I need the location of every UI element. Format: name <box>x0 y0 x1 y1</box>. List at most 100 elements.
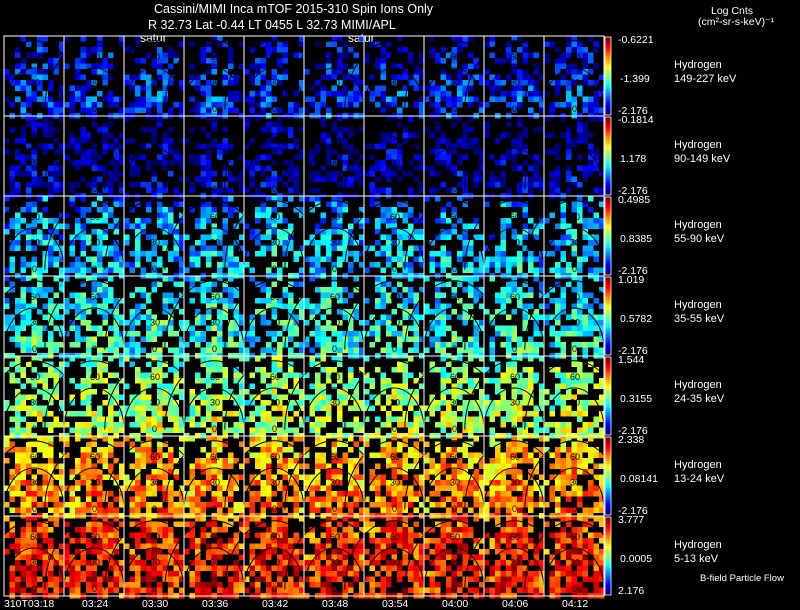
heatmap-cell <box>239 416 245 422</box>
heatmap-cell <box>593 218 599 224</box>
heatmap-cell <box>560 251 566 257</box>
heatmap-cell <box>315 223 321 229</box>
heatmap-cell <box>228 107 234 113</box>
heatmap-cell <box>380 276 386 282</box>
heatmap-cell <box>31 452 37 458</box>
heatmap-cell <box>522 314 528 320</box>
heatmap-cell <box>108 309 114 315</box>
heatmap-cell <box>495 309 501 315</box>
heatmap-cell <box>119 160 125 166</box>
colorbar-step <box>605 261 611 264</box>
heatmap-cell <box>15 298 21 304</box>
heatmap-cell <box>108 245 114 251</box>
heatmap-cell <box>189 422 195 428</box>
heatmap-cell <box>37 389 43 395</box>
heatmap-cell <box>162 91 168 97</box>
heatmap-cell <box>353 378 359 384</box>
heatmap-cell <box>179 234 185 240</box>
heatmap-cell <box>189 154 195 160</box>
heatmap-cell <box>179 262 185 268</box>
heatmap-cell <box>500 80 506 86</box>
colorbar-step <box>605 407 611 410</box>
heatmap-cell <box>348 240 354 246</box>
heatmap-cell <box>249 267 255 273</box>
colorbar-step <box>605 396 611 399</box>
heatmap-cell <box>80 281 86 287</box>
heatmap-cell <box>228 160 234 166</box>
colorbar-step <box>605 374 611 377</box>
colorbar-step <box>605 185 611 188</box>
heatmap-cell <box>266 234 272 240</box>
heatmap-cell <box>566 143 572 149</box>
heatmap-cell <box>419 96 425 102</box>
heatmap-cell <box>364 416 370 422</box>
heatmap-cell <box>97 361 103 367</box>
heatmap-cell <box>31 201 37 207</box>
heatmap-cell <box>337 218 343 224</box>
heatmap-cell <box>59 287 65 293</box>
heatmap-cell <box>566 389 572 395</box>
heatmap-cell <box>282 41 288 47</box>
heatmap-cell <box>288 127 294 133</box>
heatmap-cell <box>320 298 326 304</box>
heatmap-cell <box>348 262 354 268</box>
heatmap-cell <box>315 149 321 155</box>
heatmap-cell <box>577 378 583 384</box>
heatmap-cell <box>168 367 174 373</box>
heatmap-cell <box>375 400 381 406</box>
heatmap-cell <box>429 149 435 155</box>
heatmap-cell <box>582 400 588 406</box>
heatmap-cell <box>544 52 550 58</box>
heatmap-cell <box>468 378 474 384</box>
heatmap-cell <box>282 394 288 400</box>
heatmap-cell <box>544 116 550 122</box>
colorbar <box>604 116 612 196</box>
heatmap-cell <box>555 102 561 108</box>
heatmap-cell <box>97 496 103 502</box>
heatmap-cell <box>571 394 577 400</box>
heatmap-cell <box>408 58 414 64</box>
heatmap-cell <box>440 182 446 188</box>
heatmap-cell <box>26 422 32 428</box>
heatmap-cell <box>42 251 48 257</box>
heatmap-cell <box>348 176 354 182</box>
heatmap-cell <box>391 240 397 246</box>
heatmap-cell <box>315 91 321 97</box>
latitude-arc <box>404 280 504 350</box>
heatmap-cell <box>511 372 517 378</box>
heatmap-cell <box>129 223 135 229</box>
colorbar-step <box>605 304 611 307</box>
heatmap-cell <box>9 496 15 502</box>
heatmap-cell <box>364 389 370 395</box>
heatmap-cell <box>451 52 457 58</box>
heatmap-cell <box>353 405 359 411</box>
heatmap-cell <box>560 292 566 298</box>
heatmap-cell <box>571 234 577 240</box>
heatmap-cell <box>162 452 168 458</box>
heatmap-cell <box>391 207 397 213</box>
heatmap-cell <box>146 416 152 422</box>
heatmap-cell <box>91 187 97 193</box>
heatmap-cell <box>320 303 326 309</box>
heatmap-cell <box>544 149 550 155</box>
heatmap-cell <box>277 267 283 273</box>
heatmap-cell <box>364 405 370 411</box>
heatmap-cell <box>108 325 114 331</box>
heatmap-cell <box>599 85 605 91</box>
heatmap-cell <box>288 416 294 422</box>
heatmap-cell <box>86 452 92 458</box>
heatmap-cell <box>348 149 354 155</box>
heatmap-cell <box>97 485 103 491</box>
heatmap-cell <box>462 372 468 378</box>
heatmap-cell <box>511 383 517 389</box>
heatmap-cell <box>64 502 70 508</box>
heatmap-cell <box>9 372 15 378</box>
heatmap-cell <box>582 245 588 251</box>
colorbar-step <box>605 300 611 303</box>
heatmap-cell <box>119 96 125 102</box>
heatmap-cell <box>135 102 141 108</box>
heatmap-cell <box>80 267 86 273</box>
heatmap-cell <box>59 143 65 149</box>
heatmap-cell <box>195 80 201 86</box>
heatmap-cell <box>353 171 359 177</box>
